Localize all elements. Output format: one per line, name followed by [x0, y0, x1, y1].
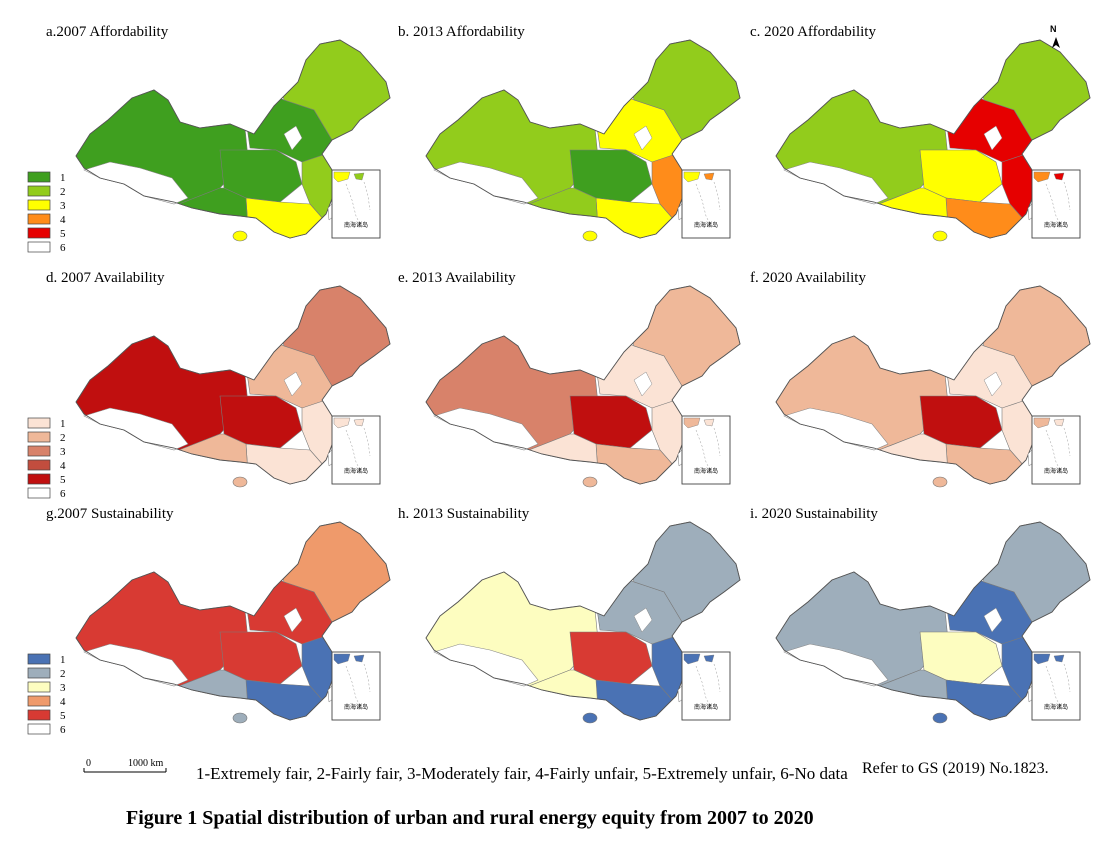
map-panel-h: h. 2013 Sustainability 南海诸岛: [398, 506, 741, 724]
legend-label-a-1: 1: [60, 172, 66, 184]
inset-south-china-sea-h: 南海诸岛: [681, 651, 731, 721]
map-panel-d: d. 2007 Availability 南海诸岛 1 2 3 4 5 6: [27, 270, 391, 500]
region-hainan-e: [582, 476, 598, 488]
scale-bar: 0 1000 km: [83, 758, 167, 773]
legend-swatch-d-2: [27, 431, 51, 443]
legend-swatch-d-1: [27, 417, 51, 429]
panel-title-b: b. 2013 Affordability: [398, 24, 525, 40]
legend-d: 1 2 3 4 5 6: [27, 417, 66, 500]
map-panel-e: e. 2013 Availability 南海诸岛: [398, 270, 741, 488]
region-hainan-g: [232, 712, 248, 724]
legend-label-a-5: 5: [60, 228, 66, 240]
legend-label-d-5: 5: [60, 474, 66, 486]
region-hainan-f: [932, 476, 948, 488]
legend-swatch-d-5: [27, 473, 51, 485]
inset-label-g: 南海诸岛: [344, 703, 368, 711]
legend-swatch-a-1: [27, 171, 51, 183]
legend-swatch-a-3: [27, 199, 51, 211]
legend-label-g-4: 4: [60, 696, 66, 708]
legend-swatch-d-6: [27, 487, 51, 499]
map-panel-a: a.2007 Affordability 南海诸岛 1 2 3 4 5 6: [27, 24, 391, 254]
legend-label-g-3: 3: [60, 682, 66, 694]
map-panel-b: b. 2013 Affordability 南海诸岛: [398, 24, 741, 242]
region-hainan-c: [932, 230, 948, 242]
legend-label-a-6: 6: [60, 242, 66, 254]
legend-swatch-a-4: [27, 213, 51, 225]
inset-label-f: 南海诸岛: [1044, 467, 1068, 475]
map-panel-f: f. 2020 Availability 南海诸岛: [750, 270, 1091, 488]
legend-note: 1-Extremely fair, 2-Fairly fair, 3-Moder…: [196, 764, 848, 783]
region-hainan-b: [582, 230, 598, 242]
inset-south-china-sea-c: 南海诸岛: [1031, 169, 1081, 239]
legend-swatch-g-5: [27, 709, 51, 721]
inset-label-d: 南海诸岛: [344, 467, 368, 475]
inset-label-e: 南海诸岛: [694, 467, 718, 475]
legend-label-d-4: 4: [60, 460, 66, 472]
north-arrow-icon: N: [1050, 24, 1060, 48]
legend-label-g-6: 6: [60, 724, 66, 736]
legend-label-d-1: 1: [60, 418, 66, 430]
inset-south-china-sea-g: 南海诸岛: [331, 651, 381, 721]
legend-a: 1 2 3 4 5 6: [27, 171, 66, 254]
legend-swatch-g-6: [27, 723, 51, 735]
inset-south-china-sea-e: 南海诸岛: [681, 415, 731, 485]
legend-swatch-g-3: [27, 681, 51, 693]
legend-label-d-6: 6: [60, 488, 66, 500]
panel-title-d: d. 2007 Availability: [46, 270, 165, 286]
figure-title: Figure 1 Spatial distribution of urban a…: [126, 807, 814, 829]
inset-south-china-sea-d: 南海诸岛: [331, 415, 381, 485]
region-hainan-i: [932, 712, 948, 724]
inset-label-a: 南海诸岛: [344, 221, 368, 229]
inset-south-china-sea-a: 南海诸岛: [331, 169, 381, 239]
panel-title-f: f. 2020 Availability: [750, 270, 866, 286]
legend-swatch-g-4: [27, 695, 51, 707]
panel-title-i: i. 2020 Sustainability: [750, 506, 878, 522]
inset-south-china-sea-f: 南海诸岛: [1031, 415, 1081, 485]
legend-swatch-a-2: [27, 185, 51, 197]
inset-label-b: 南海诸岛: [694, 221, 718, 229]
region-hainan-d: [232, 476, 248, 488]
inset-south-china-sea-i: 南海诸岛: [1031, 651, 1081, 721]
legend-label-d-3: 3: [60, 446, 66, 458]
legend-label-a-2: 2: [60, 186, 66, 198]
legend-swatch-g-1: [27, 653, 51, 665]
legend-label-g-2: 2: [60, 668, 66, 680]
legend-swatch-a-6: [27, 241, 51, 253]
panel-title-g: g.2007 Sustainability: [46, 506, 174, 522]
north-arrow-label: N: [1050, 24, 1057, 34]
inset-label-c: 南海诸岛: [1044, 221, 1068, 229]
source-note: Refer to GS (2019) No.1823.: [862, 760, 1049, 777]
legend-g: 1 2 3 4 5 6: [27, 653, 66, 736]
legend-swatch-g-2: [27, 667, 51, 679]
inset-south-china-sea-b: 南海诸岛: [681, 169, 731, 239]
legend-label-a-4: 4: [60, 214, 66, 226]
legend-label-d-2: 2: [60, 432, 66, 444]
panel-title-a: a.2007 Affordability: [46, 24, 169, 40]
inset-label-h: 南海诸岛: [694, 703, 718, 711]
panel-title-h: h. 2013 Sustainability: [398, 506, 530, 522]
scale-distance-label: 1000 km: [128, 758, 164, 769]
legend-swatch-d-3: [27, 445, 51, 457]
map-panel-i: i. 2020 Sustainability 南海诸岛: [750, 506, 1091, 724]
region-hainan-a: [232, 230, 248, 242]
legend-label-g-1: 1: [60, 654, 66, 666]
panel-title-c: c. 2020 Affordability: [750, 24, 876, 40]
legend-label-g-5: 5: [60, 710, 66, 722]
legend-swatch-a-5: [27, 227, 51, 239]
legend-label-a-3: 3: [60, 200, 66, 212]
panel-title-e: e. 2013 Availability: [398, 270, 516, 286]
map-panel-g: g.2007 Sustainability 南海诸岛 1 2 3 4 5 6: [27, 506, 391, 736]
region-hainan-h: [582, 712, 598, 724]
inset-label-i: 南海诸岛: [1044, 703, 1068, 711]
scale-zero-label: 0: [86, 758, 91, 769]
legend-swatch-d-4: [27, 459, 51, 471]
map-panel-c: c. 2020 Affordability 南海诸岛: [750, 24, 1091, 242]
